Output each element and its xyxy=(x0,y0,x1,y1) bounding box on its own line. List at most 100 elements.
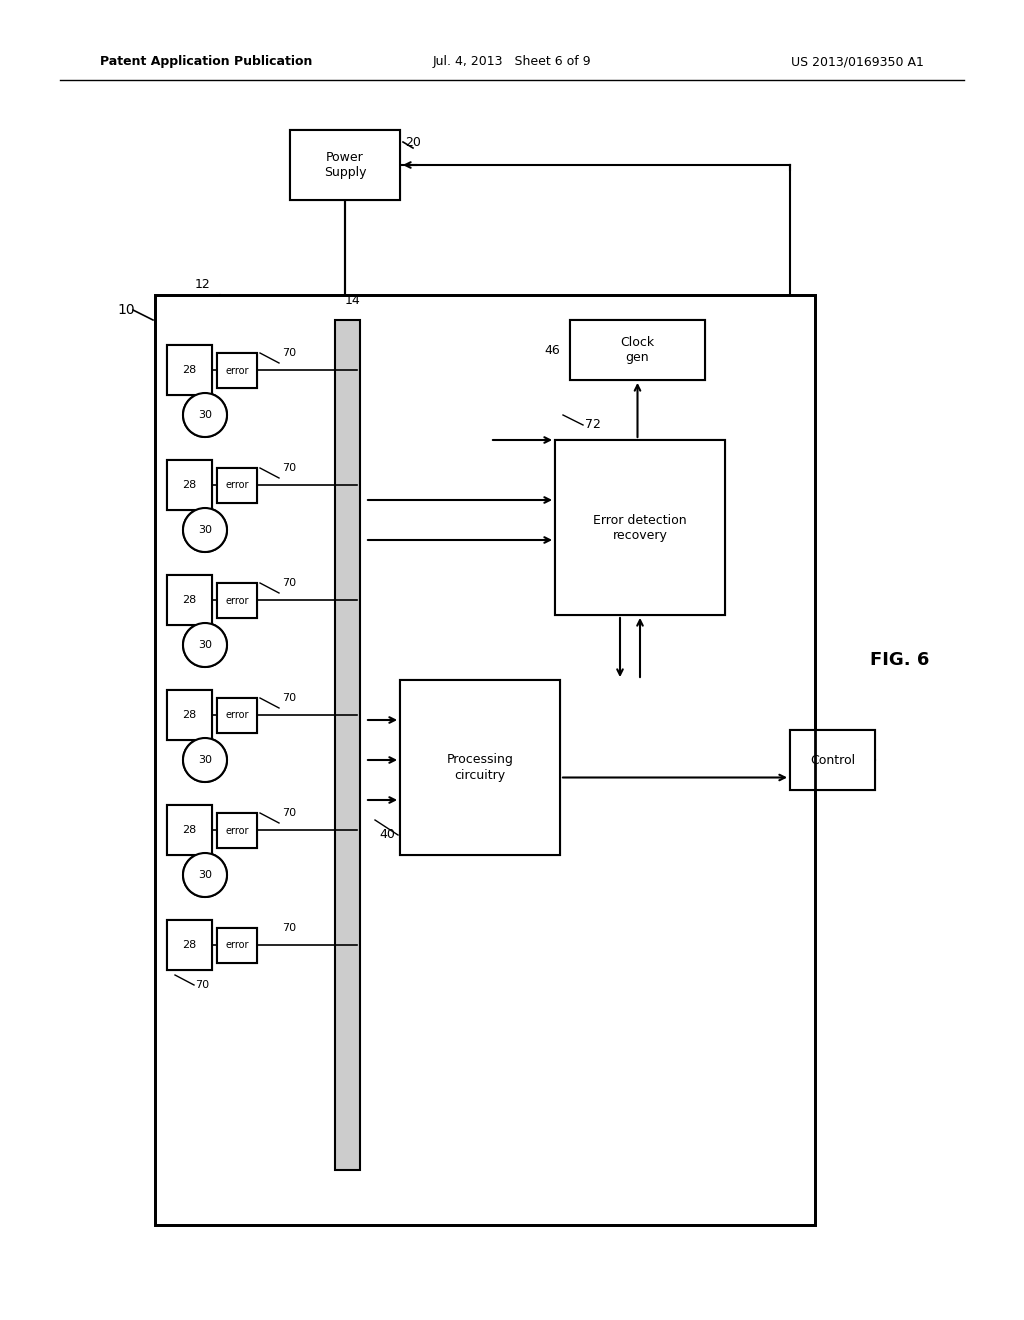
Text: 28: 28 xyxy=(182,710,197,719)
Text: 70: 70 xyxy=(282,578,296,587)
FancyBboxPatch shape xyxy=(167,576,212,624)
FancyBboxPatch shape xyxy=(167,920,212,970)
Text: error: error xyxy=(225,940,249,950)
FancyBboxPatch shape xyxy=(290,129,400,201)
FancyBboxPatch shape xyxy=(570,319,705,380)
Text: 30: 30 xyxy=(198,640,212,649)
Text: 28: 28 xyxy=(182,825,197,836)
FancyBboxPatch shape xyxy=(290,129,400,201)
Text: 28: 28 xyxy=(182,366,197,375)
FancyBboxPatch shape xyxy=(217,469,257,503)
FancyBboxPatch shape xyxy=(155,294,815,1225)
Text: 70: 70 xyxy=(282,693,296,704)
FancyBboxPatch shape xyxy=(217,928,257,964)
Text: 28: 28 xyxy=(182,710,197,719)
FancyBboxPatch shape xyxy=(217,698,257,733)
FancyBboxPatch shape xyxy=(217,813,257,847)
FancyBboxPatch shape xyxy=(167,920,212,970)
Text: 30: 30 xyxy=(198,411,212,420)
Text: 30: 30 xyxy=(198,870,212,880)
FancyBboxPatch shape xyxy=(555,440,725,615)
Text: 28: 28 xyxy=(182,595,197,605)
Text: 72: 72 xyxy=(585,418,601,432)
FancyBboxPatch shape xyxy=(217,698,257,733)
Circle shape xyxy=(183,853,227,898)
FancyBboxPatch shape xyxy=(400,680,560,855)
FancyBboxPatch shape xyxy=(217,813,257,847)
Text: 70: 70 xyxy=(195,979,209,990)
FancyBboxPatch shape xyxy=(167,345,212,395)
Text: Processing
circuitry: Processing circuitry xyxy=(446,754,513,781)
Text: 30: 30 xyxy=(198,640,212,649)
Text: error: error xyxy=(225,366,249,375)
Text: 30: 30 xyxy=(198,525,212,535)
Text: error: error xyxy=(225,366,249,375)
Text: Power
Supply: Power Supply xyxy=(324,150,367,180)
Text: 46: 46 xyxy=(544,343,560,356)
Text: error: error xyxy=(225,825,249,836)
Text: error: error xyxy=(225,595,249,606)
Text: 30: 30 xyxy=(198,755,212,766)
Circle shape xyxy=(183,623,227,667)
Text: 70: 70 xyxy=(282,923,296,933)
Text: Patent Application Publication: Patent Application Publication xyxy=(100,55,312,69)
Text: 30: 30 xyxy=(198,411,212,420)
Text: error: error xyxy=(225,480,249,491)
FancyBboxPatch shape xyxy=(167,459,212,510)
Circle shape xyxy=(183,508,227,552)
FancyBboxPatch shape xyxy=(167,690,212,741)
FancyBboxPatch shape xyxy=(570,319,705,380)
FancyBboxPatch shape xyxy=(167,805,212,855)
Text: 70: 70 xyxy=(282,808,296,818)
FancyBboxPatch shape xyxy=(400,680,560,855)
FancyBboxPatch shape xyxy=(167,459,212,510)
Circle shape xyxy=(183,853,227,898)
Circle shape xyxy=(183,738,227,781)
Text: 28: 28 xyxy=(182,825,197,836)
Text: error: error xyxy=(225,825,249,836)
Text: 28: 28 xyxy=(182,940,197,950)
Text: 40: 40 xyxy=(379,829,395,842)
Text: 28: 28 xyxy=(182,480,197,490)
FancyBboxPatch shape xyxy=(555,440,725,615)
Text: 70: 70 xyxy=(282,348,296,358)
Text: error: error xyxy=(225,710,249,721)
FancyBboxPatch shape xyxy=(167,690,212,741)
Text: Control: Control xyxy=(810,754,855,767)
Text: US 2013/0169350 A1: US 2013/0169350 A1 xyxy=(792,55,924,69)
FancyBboxPatch shape xyxy=(167,576,212,624)
Text: 30: 30 xyxy=(198,870,212,880)
Text: FIG. 6: FIG. 6 xyxy=(870,651,930,669)
Text: Control: Control xyxy=(810,754,855,767)
Text: 28: 28 xyxy=(182,595,197,605)
Text: 28: 28 xyxy=(182,366,197,375)
Text: Power
Supply: Power Supply xyxy=(324,150,367,180)
Text: 12: 12 xyxy=(195,279,211,292)
Text: 30: 30 xyxy=(198,755,212,766)
FancyBboxPatch shape xyxy=(217,583,257,618)
FancyBboxPatch shape xyxy=(167,345,212,395)
FancyBboxPatch shape xyxy=(790,730,874,789)
Text: 28: 28 xyxy=(182,940,197,950)
Text: 10: 10 xyxy=(118,304,135,317)
Text: Processing
circuitry: Processing circuitry xyxy=(446,754,513,781)
Text: 14: 14 xyxy=(345,293,360,306)
Text: Clock
gen: Clock gen xyxy=(621,337,654,364)
Text: Jul. 4, 2013   Sheet 6 of 9: Jul. 4, 2013 Sheet 6 of 9 xyxy=(433,55,591,69)
Circle shape xyxy=(183,393,227,437)
Text: 28: 28 xyxy=(182,480,197,490)
Circle shape xyxy=(183,738,227,781)
Circle shape xyxy=(183,508,227,552)
FancyBboxPatch shape xyxy=(217,583,257,618)
Text: Error detection
recovery: Error detection recovery xyxy=(593,513,687,541)
FancyBboxPatch shape xyxy=(217,928,257,964)
Text: error: error xyxy=(225,710,249,721)
FancyBboxPatch shape xyxy=(167,805,212,855)
Text: 30: 30 xyxy=(198,525,212,535)
Text: Clock
gen: Clock gen xyxy=(621,337,654,364)
Text: error: error xyxy=(225,595,249,606)
FancyBboxPatch shape xyxy=(217,352,257,388)
Text: 20: 20 xyxy=(406,136,421,149)
FancyBboxPatch shape xyxy=(790,730,874,789)
Circle shape xyxy=(183,393,227,437)
